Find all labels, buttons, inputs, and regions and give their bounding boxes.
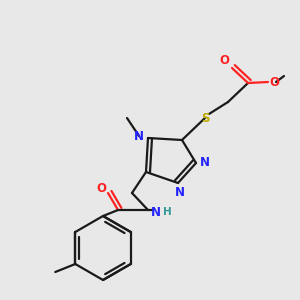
Text: N: N <box>200 157 210 169</box>
Text: H: H <box>163 207 171 217</box>
Text: O: O <box>219 55 229 68</box>
Text: O: O <box>269 76 279 88</box>
Text: N: N <box>175 187 185 200</box>
Text: N: N <box>134 130 144 142</box>
Text: S: S <box>201 112 209 124</box>
Text: N: N <box>151 206 161 218</box>
Text: O: O <box>96 182 106 194</box>
